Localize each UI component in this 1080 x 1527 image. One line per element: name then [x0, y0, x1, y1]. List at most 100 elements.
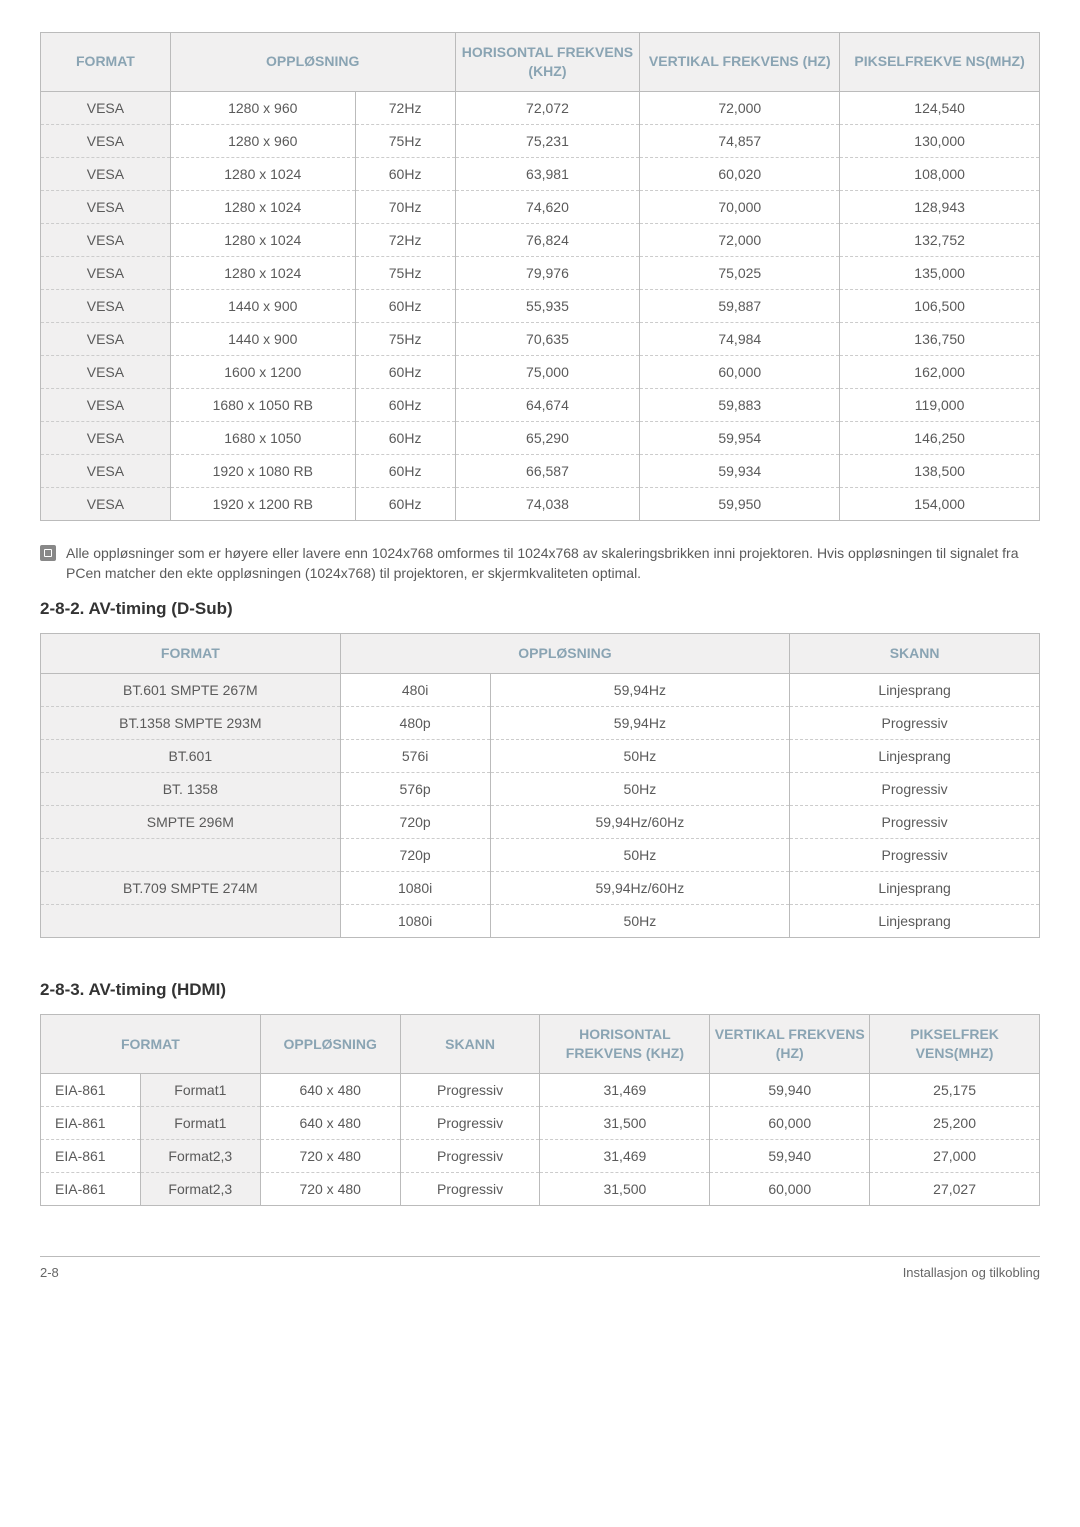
cell-format: VESA — [41, 190, 171, 223]
cell-hz: 70Hz — [355, 190, 455, 223]
cell-vfreq: 60,000 — [710, 1107, 870, 1140]
cell-format: VESA — [41, 454, 171, 487]
cell-resolution: 1440 x 900 — [170, 289, 355, 322]
cell-vfreq: 70,000 — [640, 190, 840, 223]
cell-std: EIA-861 — [41, 1173, 141, 1206]
th-format: FORMAT — [41, 1015, 261, 1074]
cell-pixel: 136,750 — [840, 322, 1040, 355]
cell-hz: 60Hz — [355, 157, 455, 190]
table-row: VESA1680 x 1050 RB60Hz64,67459,883119,00… — [41, 388, 1040, 421]
cell-std: EIA-861 — [41, 1140, 141, 1173]
cell-hz: 60Hz — [355, 487, 455, 520]
pc-timing-table: FORMAT OPPLØSNING HORISONTAL FREKVENS (K… — [40, 32, 1040, 521]
cell-pixel: 25,175 — [870, 1074, 1040, 1107]
cell-vfreq: 72,000 — [640, 91, 840, 124]
cell-hz: 60Hz — [355, 289, 455, 322]
cell-format: VESA — [41, 91, 171, 124]
cell-hz: 59,94Hz — [490, 707, 790, 740]
cell-vfreq: 59,934 — [640, 454, 840, 487]
cell-format: VESA — [41, 256, 171, 289]
cell-format: Format2,3 — [140, 1173, 260, 1206]
table-row: VESA1600 x 120060Hz75,00060,000162,000 — [41, 355, 1040, 388]
cell-res: 480p — [340, 707, 490, 740]
table-row: BT.601 SMPTE 267M480i59,94HzLinjesprang — [41, 674, 1040, 707]
cell-hz: 72Hz — [355, 91, 455, 124]
table-row: BT.601576i50HzLinjesprang — [41, 740, 1040, 773]
cell-hz: 75Hz — [355, 322, 455, 355]
cell-scan: Linjesprang — [790, 674, 1040, 707]
cell-resolution: 1280 x 1024 — [170, 190, 355, 223]
cell-pixel: 128,943 — [840, 190, 1040, 223]
cell-res: 576i — [340, 740, 490, 773]
cell-vfreq: 74,857 — [640, 124, 840, 157]
cell-format: VESA — [41, 223, 171, 256]
table-row: 720p50HzProgressiv — [41, 839, 1040, 872]
cell-resolution: 1280 x 960 — [170, 91, 355, 124]
table-row: VESA1280 x 102460Hz63,98160,020108,000 — [41, 157, 1040, 190]
cell-std: EIA-861 — [41, 1074, 141, 1107]
cell-hz: 60Hz — [355, 355, 455, 388]
cell-scan: Progressiv — [790, 773, 1040, 806]
cell-hz: 72Hz — [355, 223, 455, 256]
note-icon — [40, 545, 56, 561]
cell-vfreq: 59,940 — [710, 1140, 870, 1173]
th-format: FORMAT — [41, 634, 341, 674]
th-vertikal: VERTIKAL FREKVENS (HZ) — [710, 1015, 870, 1074]
cell-std: EIA-861 — [41, 1107, 141, 1140]
th-piksel: PIKSELFREK VENS(MHZ) — [870, 1015, 1040, 1074]
cell-format: Format2,3 — [140, 1140, 260, 1173]
table-row: VESA1920 x 1200 RB60Hz74,03859,950154,00… — [41, 487, 1040, 520]
cell-format: VESA — [41, 322, 171, 355]
cell-pixel: 27,027 — [870, 1173, 1040, 1206]
cell-format: SMPTE 296M — [41, 806, 341, 839]
cell-pixel: 135,000 — [840, 256, 1040, 289]
cell-format: VESA — [41, 157, 171, 190]
cell-format: VESA — [41, 124, 171, 157]
cell-format: Format1 — [140, 1074, 260, 1107]
table-row: BT.709 SMPTE 274M1080i59,94Hz/60HzLinjes… — [41, 872, 1040, 905]
cell-hfreq: 72,072 — [455, 91, 640, 124]
cell-vfreq: 60,000 — [640, 355, 840, 388]
cell-pixel: 124,540 — [840, 91, 1040, 124]
cell-hfreq: 75,000 — [455, 355, 640, 388]
cell-scan: Linjesprang — [790, 905, 1040, 938]
cell-vfreq: 59,887 — [640, 289, 840, 322]
cell-res: 720 x 480 — [260, 1173, 400, 1206]
cell-hfreq: 65,290 — [455, 421, 640, 454]
table-row: EIA-861Format2,3720 x 480Progressiv31,46… — [41, 1140, 1040, 1173]
cell-res: 720 x 480 — [260, 1140, 400, 1173]
footer-left: 2-8 — [40, 1265, 59, 1280]
cell-vfreq: 60,020 — [640, 157, 840, 190]
cell-res: 1080i — [340, 905, 490, 938]
cell-hfreq: 74,038 — [455, 487, 640, 520]
cell-scan: Linjesprang — [790, 740, 1040, 773]
cell-pixel: 27,000 — [870, 1140, 1040, 1173]
table-row: 1080i50HzLinjesprang — [41, 905, 1040, 938]
cell-pixel: 108,000 — [840, 157, 1040, 190]
note-block: Alle oppløsninger som er høyere eller la… — [40, 543, 1040, 584]
cell-format: VESA — [41, 487, 171, 520]
cell-scan: Progressiv — [790, 707, 1040, 740]
table-row: VESA1920 x 1080 RB60Hz66,58759,934138,50… — [41, 454, 1040, 487]
section-2-8-2-title: 2-8-2. AV-timing (D-Sub) — [40, 599, 1040, 619]
th-vertikal: VERTIKAL FREKVENS (HZ) — [640, 33, 840, 92]
th-opplosning: OPPLØSNING — [260, 1015, 400, 1074]
table-row: VESA1280 x 96075Hz75,23174,857130,000 — [41, 124, 1040, 157]
cell-hz: 60Hz — [355, 454, 455, 487]
page-footer: 2-8 Installasjon og tilkobling — [40, 1256, 1040, 1280]
table-row: VESA1280 x 102470Hz74,62070,000128,943 — [41, 190, 1040, 223]
table-row: VESA1440 x 90060Hz55,93559,887106,500 — [41, 289, 1040, 322]
cell-pixel: 138,500 — [840, 454, 1040, 487]
table-row: SMPTE 296M720p59,94Hz/60HzProgressiv — [41, 806, 1040, 839]
cell-hfreq: 63,981 — [455, 157, 640, 190]
cell-hz: 50Hz — [490, 905, 790, 938]
table-row: VESA1280 x 102472Hz76,82472,000132,752 — [41, 223, 1040, 256]
cell-res: 640 x 480 — [260, 1074, 400, 1107]
cell-pixel: 132,752 — [840, 223, 1040, 256]
cell-hz: 60Hz — [355, 388, 455, 421]
table-row: BT. 1358576p50HzProgressiv — [41, 773, 1040, 806]
cell-format: VESA — [41, 355, 171, 388]
cell-vfreq: 59,950 — [640, 487, 840, 520]
cell-resolution: 1440 x 900 — [170, 322, 355, 355]
footer-right: Installasjon og tilkobling — [903, 1265, 1040, 1280]
